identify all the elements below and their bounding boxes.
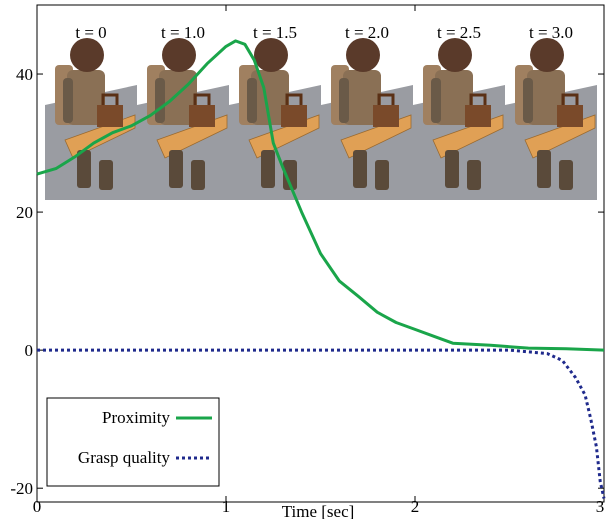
robot-leg bbox=[99, 160, 113, 190]
box-handle bbox=[561, 93, 579, 105]
robot-leg bbox=[191, 160, 205, 190]
robot-arm bbox=[339, 78, 349, 123]
snapshot-time-label: t = 3.0 bbox=[529, 23, 573, 42]
snapshot-time-label: t = 2.5 bbox=[437, 23, 481, 42]
x-tick-label: 3 bbox=[596, 497, 605, 516]
box-shape bbox=[373, 105, 399, 127]
box-shape bbox=[97, 105, 123, 127]
snapshot-time-label: t = 1.5 bbox=[253, 23, 297, 42]
robot-arm bbox=[63, 78, 73, 123]
robot-leg bbox=[169, 150, 183, 188]
box-shape bbox=[281, 105, 307, 127]
legend-label: Grasp quality bbox=[78, 448, 171, 467]
legend: Proximity Grasp quality bbox=[46, 397, 220, 487]
box-handle bbox=[469, 93, 487, 105]
legend-label: Proximity bbox=[102, 408, 171, 427]
snapshot-panel: t = 1.0 bbox=[137, 23, 229, 200]
robot-torso bbox=[343, 70, 381, 125]
snapshot-panel: t = 2.5 bbox=[413, 23, 505, 200]
box-shape bbox=[465, 105, 491, 127]
box-handle bbox=[101, 93, 119, 105]
robot-torso bbox=[527, 70, 565, 125]
y-tick-label: -20 bbox=[10, 479, 33, 498]
y-tick-label: 20 bbox=[16, 203, 33, 222]
x-axis-label: Time [sec] bbox=[282, 502, 355, 519]
robot-leg bbox=[261, 150, 275, 188]
box-handle bbox=[377, 93, 395, 105]
snapshot-panel: t = 2.0 bbox=[321, 23, 413, 200]
snapshot-panel: t = 0 bbox=[45, 23, 137, 200]
snapshot-time-label: t = 2.0 bbox=[345, 23, 389, 42]
robot-leg bbox=[353, 150, 367, 188]
robot-arm bbox=[155, 78, 165, 123]
robot-torso bbox=[67, 70, 105, 125]
snapshot-panel: t = 3.0 bbox=[505, 23, 597, 200]
robot-head bbox=[438, 38, 472, 72]
x-tick-label: 2 bbox=[411, 497, 420, 516]
snapshot-panel: t = 1.5 bbox=[229, 23, 321, 200]
box-handle bbox=[285, 93, 303, 105]
robot-leg bbox=[77, 150, 91, 188]
box-shape bbox=[189, 105, 215, 127]
robot-head bbox=[254, 38, 288, 72]
snapshot-strip: t = 0 t = 1.0 t = 1.5 t = 2.0 t = 2.5 t = 3.0 bbox=[45, 23, 597, 200]
robot-leg bbox=[559, 160, 573, 190]
robot-head bbox=[70, 38, 104, 72]
box-shape bbox=[557, 105, 583, 127]
snapshot-time-label: t = 1.0 bbox=[161, 23, 205, 42]
y-tick-label: 0 bbox=[25, 341, 34, 360]
robot-arm bbox=[431, 78, 441, 123]
robot-leg bbox=[467, 160, 481, 190]
robot-leg bbox=[537, 150, 551, 188]
plot-frame bbox=[36, 4, 605, 503]
x-tick-label: 0 bbox=[33, 497, 42, 516]
robot-leg bbox=[445, 150, 459, 188]
robot-arm bbox=[247, 78, 257, 123]
robot-head bbox=[530, 38, 564, 72]
robot-torso bbox=[435, 70, 473, 125]
robot-leg bbox=[283, 160, 297, 190]
series-line bbox=[37, 348, 606, 499]
series-line bbox=[36, 39, 605, 352]
robot-torso bbox=[251, 70, 289, 125]
x-tick-label: 1 bbox=[222, 497, 231, 516]
series-layer bbox=[36, 39, 606, 499]
robot-leg bbox=[375, 160, 389, 190]
legend-box bbox=[46, 397, 220, 487]
robot-head bbox=[162, 38, 196, 72]
box-handle bbox=[193, 93, 211, 105]
y-tick-label: 40 bbox=[16, 65, 33, 84]
robot-head bbox=[346, 38, 380, 72]
snapshot-time-label: t = 0 bbox=[75, 23, 106, 42]
robot-arm bbox=[523, 78, 533, 123]
